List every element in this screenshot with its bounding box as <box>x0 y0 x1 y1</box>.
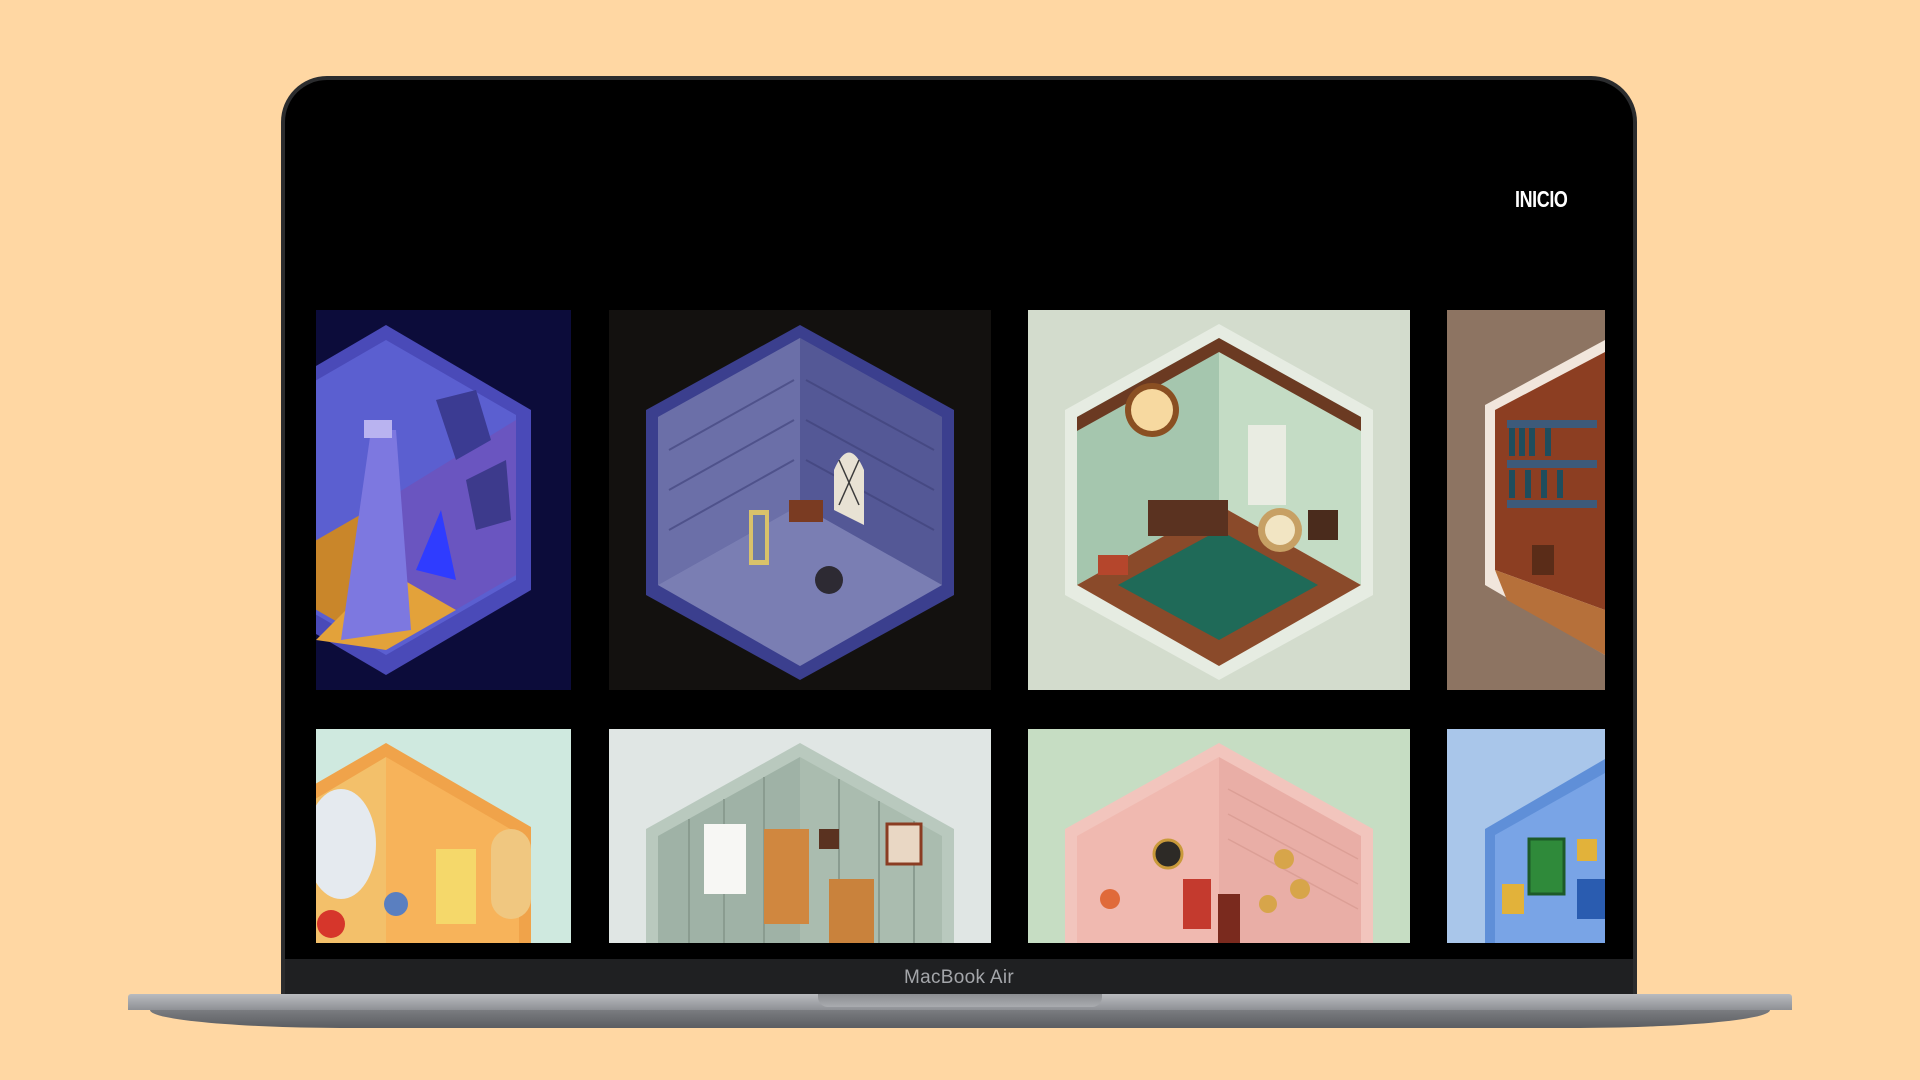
gallery-tile-treasure-cave[interactable] <box>316 310 571 690</box>
nav-home-link[interactable]: INICIO <box>1515 186 1568 212</box>
laptop-bottom-bezel: MacBook Air <box>285 959 1633 996</box>
treasure-cave-image <box>316 310 571 690</box>
pink-room-image <box>1028 729 1410 943</box>
laptop-screen: INICIO <box>297 97 1625 943</box>
gallery-tile-grey-room[interactable] <box>609 729 991 943</box>
gallery-tile-library[interactable] <box>1447 310 1605 690</box>
gallery-tile-dungeon-mirror[interactable] <box>609 310 991 690</box>
library-image <box>1447 310 1605 690</box>
dungeon-mirror-image <box>609 310 991 690</box>
gallery-tile-pink-room[interactable] <box>1028 729 1410 943</box>
gallery-tile-study-room[interactable] <box>1028 310 1410 690</box>
gallery-tile-blue-room[interactable] <box>1447 729 1605 943</box>
grey-room-image <box>609 729 991 943</box>
gallery-tile-orange-room[interactable] <box>316 729 571 943</box>
blue-room-image <box>1447 729 1605 943</box>
laptop-model-label: MacBook Air <box>904 966 1014 988</box>
orange-room-image <box>316 729 571 943</box>
laptop-base-lip <box>150 1010 1770 1028</box>
laptop-opening-notch <box>818 994 1102 1007</box>
study-room-image <box>1028 310 1410 690</box>
